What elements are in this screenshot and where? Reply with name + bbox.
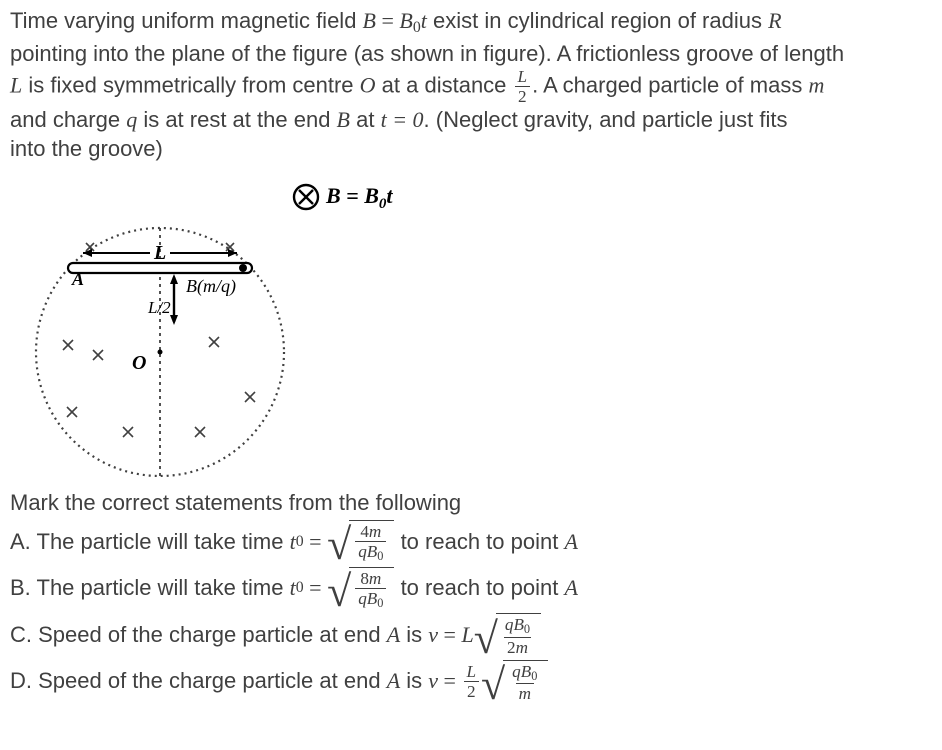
field-label: B = B0t: [325, 183, 393, 212]
q-eq: =: [376, 8, 399, 33]
label-O: O: [132, 352, 146, 374]
option-A: A. The particle will take time t0 = √ 4m…: [10, 520, 932, 563]
sqrt-icon: √ qB0 m: [481, 660, 548, 703]
distance-arrow: B(m/q) L/2: [147, 274, 236, 325]
q-l1b: exist in cylindrical region of radius: [427, 8, 768, 33]
option-B: B. The particle will take time t0 = √ 8m…: [10, 567, 932, 610]
q-m: m: [808, 72, 824, 97]
q-l3b: at a distance: [376, 72, 513, 97]
q-L: L: [10, 72, 22, 97]
q-l4c: at: [350, 107, 381, 132]
figure: O A L B(m/q) L/2 B = B0t: [10, 167, 932, 482]
groove: [68, 263, 252, 273]
q-l2: pointing into the plane of the figure (a…: [10, 41, 844, 66]
q-q: q: [126, 107, 137, 132]
q-l1a: Time varying uniform magnetic field: [10, 8, 363, 33]
q-R: R: [768, 8, 781, 33]
options: A. The particle will take time t0 = √ 4m…: [10, 520, 932, 702]
option-C: C. Speed of the charge particle at end A…: [10, 613, 932, 656]
figure-svg: O A L B(m/q) L/2 B = B0t: [10, 167, 430, 477]
q-O: O: [360, 72, 376, 97]
label-A: A: [71, 269, 84, 289]
svg-text:L: L: [153, 242, 166, 264]
q-l4b: is at rest at the end: [137, 107, 336, 132]
q-B: B: [363, 8, 376, 33]
particle-B: [239, 264, 247, 272]
sqrt-icon: √ qB0 2m: [474, 613, 541, 656]
q-l4a: and charge: [10, 107, 126, 132]
prompt: Mark the correct statements from the fol…: [10, 490, 932, 516]
q-l5: into the groove): [10, 136, 163, 161]
frac-L2b: L 2: [463, 663, 479, 700]
q-B0: B: [399, 8, 412, 33]
option-D: D. Speed of the charge particle at end A…: [10, 660, 932, 703]
q-l4d: . (Neglect gravity, and particle just fi…: [424, 107, 788, 132]
sqrt-icon: √ 4m qB0: [327, 520, 394, 563]
center-dot: [158, 350, 163, 355]
frac-L2: L2: [515, 68, 531, 105]
q-t0: t = 0: [381, 107, 424, 132]
question-text: Time varying uniform magnetic field B = …: [10, 6, 932, 163]
length-L: L: [83, 242, 237, 264]
q-sub0: 0: [413, 19, 421, 36]
svg-text:B(m/q): B(m/q): [186, 276, 236, 297]
q-l3c: . A charged particle of mass: [532, 72, 808, 97]
svg-text:L/2: L/2: [147, 298, 171, 317]
q-Bend: B: [337, 107, 350, 132]
sqrt-icon: √ 8m qB0: [327, 567, 394, 610]
field-into-page-icon: [294, 185, 318, 209]
q-l3a: is fixed symmetrically from centre: [22, 72, 359, 97]
